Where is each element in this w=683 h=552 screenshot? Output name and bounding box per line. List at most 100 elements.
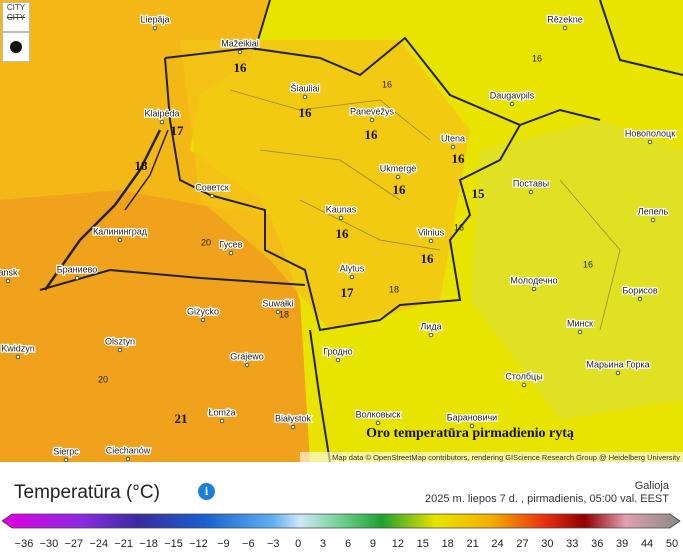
city-dot — [63, 457, 69, 462]
pin-toggle[interactable] — [2, 32, 30, 62]
city-label: Гусев — [220, 239, 243, 249]
info-button[interactable]: i — [198, 483, 215, 500]
city-label: Калининград — [93, 226, 148, 236]
city-dot — [74, 275, 80, 281]
valid-label: Galioja — [634, 480, 669, 492]
city-label: Лида — [420, 321, 441, 331]
scale-label: 9 — [370, 538, 376, 550]
city-dot — [531, 286, 537, 292]
city-dot — [647, 139, 653, 145]
scale-label: −18 — [139, 538, 158, 550]
scale-bar — [1, 513, 681, 529]
city-label: Grajewo — [230, 351, 264, 361]
temperature: 16 — [421, 251, 435, 266]
isotherm-label: 16 — [454, 222, 464, 232]
city-label: Молодечно — [510, 275, 557, 285]
city-label: Olsztyn — [105, 336, 135, 346]
city-label: Столбцы — [505, 371, 542, 381]
temperature: 17 — [171, 123, 185, 138]
isotherm-label: 20 — [201, 237, 211, 247]
isotherm-label: 16 — [382, 79, 392, 89]
city-label: Šiauliai — [290, 83, 319, 93]
scale-label: −12 — [189, 538, 208, 550]
scale-label: −27 — [65, 538, 84, 550]
isotherm-label: 18 — [389, 284, 399, 294]
city-dot — [219, 418, 225, 424]
city-dot — [650, 217, 656, 223]
control-label: CITY — [6, 13, 26, 22]
temperature: 16 — [452, 151, 466, 166]
city-dot — [5, 278, 11, 284]
temperature: 16 — [336, 226, 350, 241]
city-dot — [117, 347, 123, 353]
valid-time: 2025 m. liepos 7 d. , pirmadienis, 05:00… — [425, 493, 669, 505]
temperature: 16 — [365, 127, 379, 142]
city-dot — [349, 274, 355, 280]
city-dot — [528, 189, 534, 195]
city-label: Panevėžys — [350, 106, 395, 116]
city-dot — [509, 101, 515, 107]
city-label: Rēzekne — [547, 14, 583, 24]
scale-label: 36 — [591, 538, 603, 550]
city-toggle[interactable]: CITY CITY — [2, 2, 30, 32]
city-label: Klaipėda — [144, 108, 179, 118]
scale-label: −6 — [242, 538, 255, 550]
legend-title: Temperatūra (°C) — [14, 482, 160, 503]
scale-label: −30 — [40, 538, 59, 550]
city-dot — [562, 25, 568, 31]
cool-zone — [470, 120, 683, 420]
scale-label: −15 — [164, 538, 183, 550]
scale-label: −36 — [15, 538, 34, 550]
city-dot — [15, 354, 21, 360]
city-dot — [228, 250, 234, 256]
city-label: Браниево — [57, 264, 98, 274]
scale-label: 15 — [417, 538, 429, 550]
city-label: ansk — [0, 267, 18, 277]
city-dot — [369, 117, 375, 123]
city-label: Daugavpils — [490, 90, 535, 100]
scale-label: −9 — [217, 538, 230, 550]
city-label: Борисов — [622, 285, 658, 295]
city-label: Ciechanów — [106, 445, 151, 455]
city-label: Alytus — [340, 263, 365, 273]
city-dot — [615, 370, 621, 376]
city-dot — [338, 215, 344, 221]
scale-label: 6 — [345, 538, 351, 550]
temperature: 17 — [341, 285, 355, 300]
temperature: 16 — [393, 182, 407, 197]
isotherm-label: 20 — [98, 374, 108, 384]
city-dot — [237, 49, 243, 55]
scale-label: 39 — [616, 538, 628, 550]
city-dot — [577, 329, 583, 335]
city-label: Kwidzyn — [1, 343, 35, 353]
city-dot — [375, 420, 381, 426]
city-dot — [117, 237, 123, 243]
scale-label: 44 — [641, 538, 653, 550]
city-dot — [469, 423, 475, 429]
city-label: Марьина Горка — [586, 359, 649, 369]
city-label: Vilnius — [418, 227, 445, 237]
temperature: 21 — [175, 411, 188, 426]
city-label: Suwałki — [262, 298, 293, 308]
scale-label: 30 — [541, 538, 553, 550]
city-dot — [244, 362, 250, 368]
city-label: Liepāja — [140, 14, 169, 24]
city-label: Барановичи — [447, 412, 497, 422]
map[interactable]: Liepāja Mažeikiai Rēzekne Šiauliai Panevėžys… — [0, 0, 683, 462]
city-label: Лепель — [638, 206, 669, 216]
city-dot — [275, 309, 281, 315]
isotherm-label: 18 — [279, 309, 289, 319]
city-label: Utena — [441, 133, 465, 143]
temperature: 18 — [135, 158, 149, 173]
lt-zone — [180, 40, 470, 330]
scale-label: 27 — [516, 538, 528, 550]
city-label: Новополоцк — [625, 128, 675, 138]
scale-label: 50 — [666, 538, 678, 550]
city-dot — [125, 456, 131, 462]
scale-label: −3 — [267, 538, 280, 550]
city-dot — [395, 174, 401, 180]
scale-label: 0 — [295, 538, 301, 550]
attribution-bg — [300, 452, 683, 462]
city-dot — [159, 119, 165, 125]
